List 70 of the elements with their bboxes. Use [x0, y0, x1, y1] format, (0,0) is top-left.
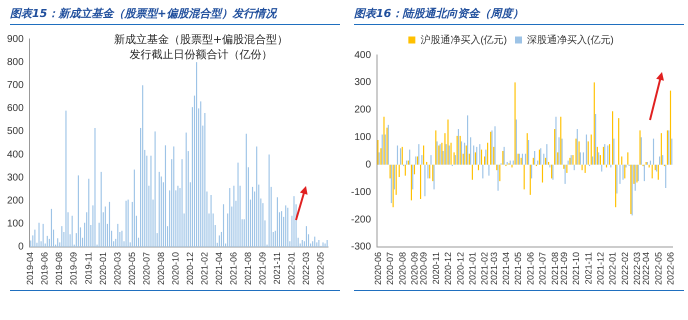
legend-label: 深股通净买入(亿元)	[527, 34, 614, 46]
x-tick-label: 2020-03	[112, 252, 122, 285]
x-tick-label: 2022-05	[653, 252, 664, 285]
y-tick-label: 300	[6, 172, 24, 184]
x-tick-label: 2019-06	[40, 252, 50, 285]
x-tick-label: 2020-09	[418, 252, 429, 285]
y-tick-label: 800	[6, 56, 24, 68]
x-tick-label: 2022-01	[608, 252, 618, 285]
chart-title: 图表16：陆股通北向资金（周度）	[354, 6, 684, 25]
x-tick-label: 2020-05	[126, 252, 137, 285]
x-tick-label: 2020-08	[397, 252, 408, 285]
x-tick-label: 2021-09	[257, 252, 268, 285]
x-tick-label: 2020-01	[98, 252, 108, 285]
x-tick-label: 2022-03	[632, 252, 642, 285]
x-tick-label: 2021-01	[468, 252, 478, 285]
x-tick-label: 2021-11	[272, 252, 282, 284]
x-tick-label: 2020-08	[156, 252, 166, 285]
x-tick-label: 2021-10	[571, 252, 582, 285]
x-tick-label: 2022-04	[641, 252, 652, 285]
x-tick-label: 2019-04	[25, 252, 36, 285]
y-tick-label: 200	[354, 104, 372, 116]
y-tick-label: 400	[354, 50, 372, 61]
chart-subtitle: 新成立基金（股票型+偏股混合型）发行截止日份额合计（亿份）	[112, 32, 290, 62]
x-tick-label: 2020-12	[443, 252, 454, 285]
y-tick-label: 200	[6, 196, 24, 207]
x-tick-label: 2022-02	[620, 252, 630, 285]
x-tick-label: 2021-06	[525, 252, 536, 285]
y-tick-label: 0	[18, 242, 24, 253]
y-tick-label: -200	[351, 214, 372, 226]
x-tick-label: 2021-05	[513, 252, 524, 285]
y-tick-label: 600	[6, 103, 24, 114]
x-tick-label: 2020-12	[184, 252, 195, 285]
x-tick-label: 2020-11	[430, 252, 441, 284]
x-tick-label: 2021-04	[501, 252, 512, 285]
x-tick-label: 2020-07	[385, 252, 396, 285]
y-tick-label: 100	[6, 218, 24, 230]
x-tick-label: 2020-09	[410, 252, 420, 285]
x-tick-label: 2021-12	[596, 252, 606, 285]
chart-title: 图表15：新成立基金（股票型+偏股混合型）发行情况	[10, 6, 340, 25]
x-tick-label: 2021-11	[583, 252, 594, 284]
x-tick-label: 2021-08	[242, 252, 253, 285]
x-tick-label: 2021-02	[480, 252, 490, 285]
x-tick-label: 2022-01	[286, 252, 296, 285]
x-tick-label: 2020-12	[455, 252, 466, 285]
y-tick-label: 400	[6, 149, 24, 160]
x-tick-label: 2021-04	[214, 252, 224, 285]
y-tick-label: 900	[6, 34, 24, 45]
x-tick-label: 2022-03	[300, 252, 311, 285]
y-tick-label: 700	[6, 80, 24, 91]
y-tick-label: -300	[351, 242, 372, 253]
x-tick-label: 2022-05	[315, 252, 326, 285]
x-tick-label: 2021-03	[488, 252, 499, 285]
x-tick-label: 2019-11	[83, 252, 94, 284]
x-tick-label: 2020-06	[373, 252, 384, 285]
x-tick-label: 2020-10	[170, 252, 180, 285]
x-tick-label: 2021-06	[228, 252, 238, 285]
x-tick-label: 2021-09	[558, 252, 569, 285]
y-tick-label: 500	[6, 126, 24, 138]
y-tick-label: 0	[365, 159, 372, 170]
x-tick-label: 2021-07	[538, 252, 548, 285]
x-tick-label: 2020-07	[141, 252, 152, 285]
y-tick-label: 100	[354, 132, 372, 144]
x-tick-label: 2019-09	[68, 252, 79, 285]
y-tick-label: -100	[351, 186, 372, 198]
legend-label: 沪股通净买入(亿元)	[420, 34, 508, 46]
x-tick-label: 2021-08	[550, 252, 560, 285]
y-tick-label: 300	[354, 77, 372, 88]
x-tick-label: 2019-08	[54, 252, 64, 285]
x-tick-label: 2022-06	[666, 252, 676, 285]
x-tick-label: 2021-02	[199, 252, 210, 285]
